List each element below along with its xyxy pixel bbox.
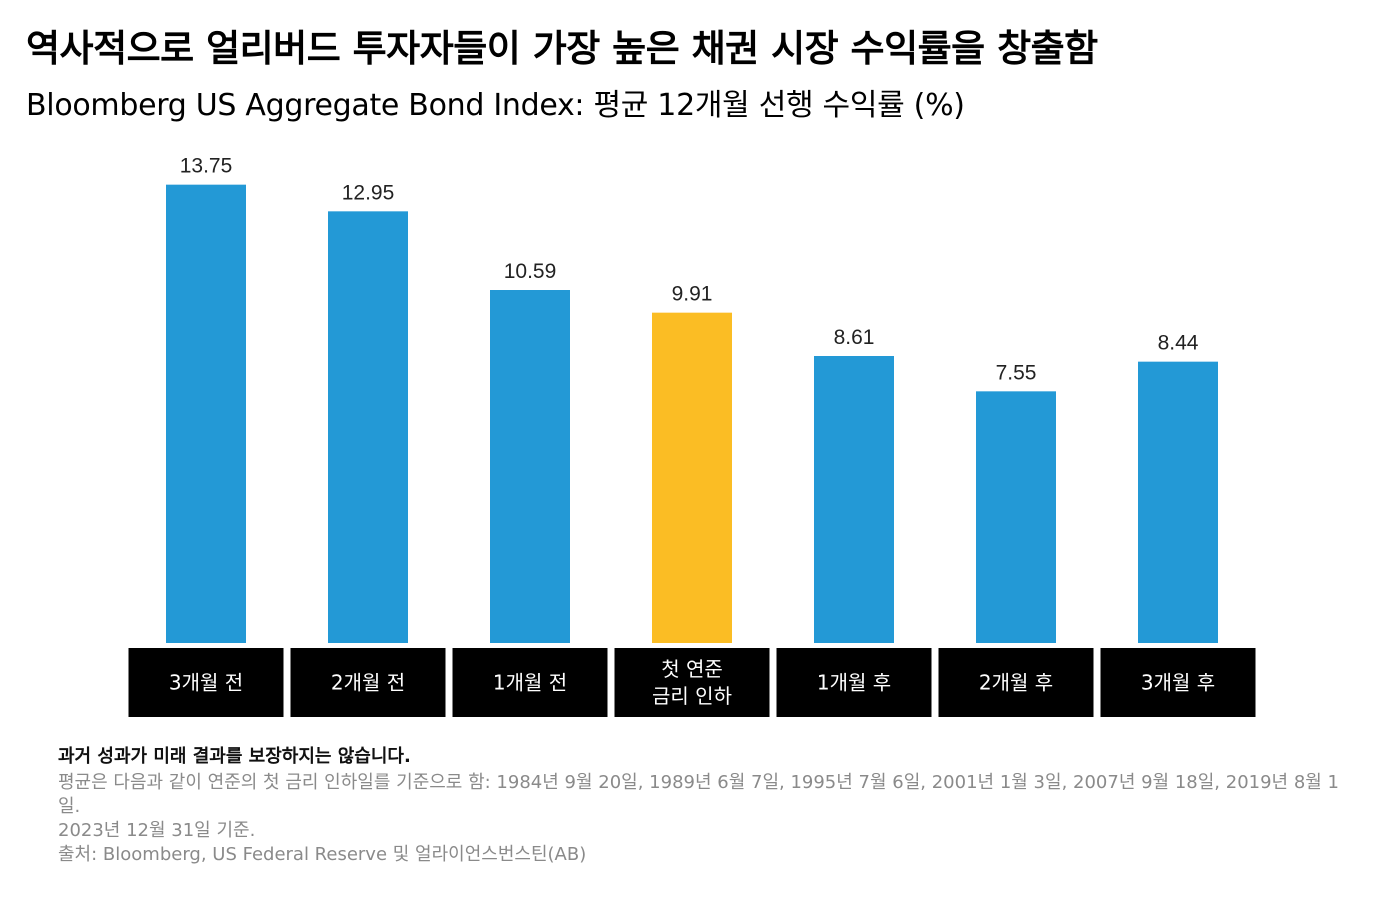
bar-3 — [490, 290, 570, 643]
chart-subtitle: Bloomberg US Aggregate Bond Index: 평균 12… — [26, 88, 965, 123]
bar-chart: 13.75 3개월 전 12.95 2개월 전 10.59 1개월 전 9.91 첫 연준 금리… — [128, 155, 1256, 717]
category-box-6 — [938, 648, 1094, 717]
data-label-7: 8.44 — [1158, 332, 1199, 355]
category-label-2: 2개월 전 — [331, 671, 405, 695]
footer: 과거 성과가 미래 결과를 보장하지는 않습니다. 평균은 다음과 같이 연준의… — [58, 745, 1348, 867]
bar-2 — [328, 211, 408, 644]
category-box-3 — [452, 648, 608, 717]
category-box-4 — [614, 648, 770, 717]
footnote-dates: 평균은 다음과 같이 연준의 첫 금리 인하일를 기준으로 함: 1984년 9… — [58, 772, 1340, 817]
data-label-6: 7.55 — [996, 361, 1037, 384]
category-label-7: 3개월 후 — [1141, 671, 1215, 695]
footnote-source: 출처: Bloomberg, US Federal Reserve 및 얼라이언… — [58, 844, 587, 865]
category-label-6: 2개월 후 — [979, 671, 1053, 695]
data-label-4: 9.91 — [672, 283, 713, 306]
category-box-7 — [1100, 648, 1256, 717]
footnote-as-of: 2023년 12월 31일 기준. — [58, 820, 256, 841]
category-box-5 — [776, 648, 932, 717]
data-label-2: 12.95 — [342, 181, 395, 204]
category-label-1: 3개월 전 — [169, 671, 243, 695]
disclaimer-text: 과거 성과가 미래 결과를 보장하지는 않습니다. — [58, 746, 411, 767]
data-label-5: 8.61 — [834, 326, 875, 349]
bar-1 — [166, 184, 246, 643]
bar-5 — [814, 356, 894, 643]
category-label-4: 첫 연준 금리 인하 — [652, 657, 732, 708]
category-label-5: 1개월 후 — [817, 671, 891, 695]
chart-title: 역사적으로 얼리버드 투자자들이 가장 높은 채권 시장 수익률을 창출함 — [26, 27, 1098, 70]
bar-7 — [1138, 361, 1218, 643]
category-label-3: 1개월 전 — [493, 671, 567, 695]
data-label-3: 10.59 — [504, 260, 557, 283]
category-box-1 — [128, 648, 284, 717]
bar-6 — [976, 391, 1056, 643]
data-label-1: 13.75 — [180, 155, 233, 178]
bar-4 — [652, 312, 732, 643]
category-box-2 — [290, 648, 446, 717]
